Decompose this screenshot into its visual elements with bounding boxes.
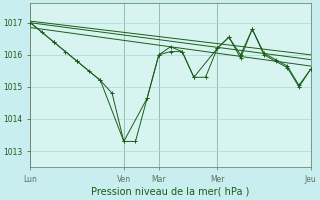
X-axis label: Pression niveau de la mer( hPa ): Pression niveau de la mer( hPa ) [91, 187, 250, 197]
